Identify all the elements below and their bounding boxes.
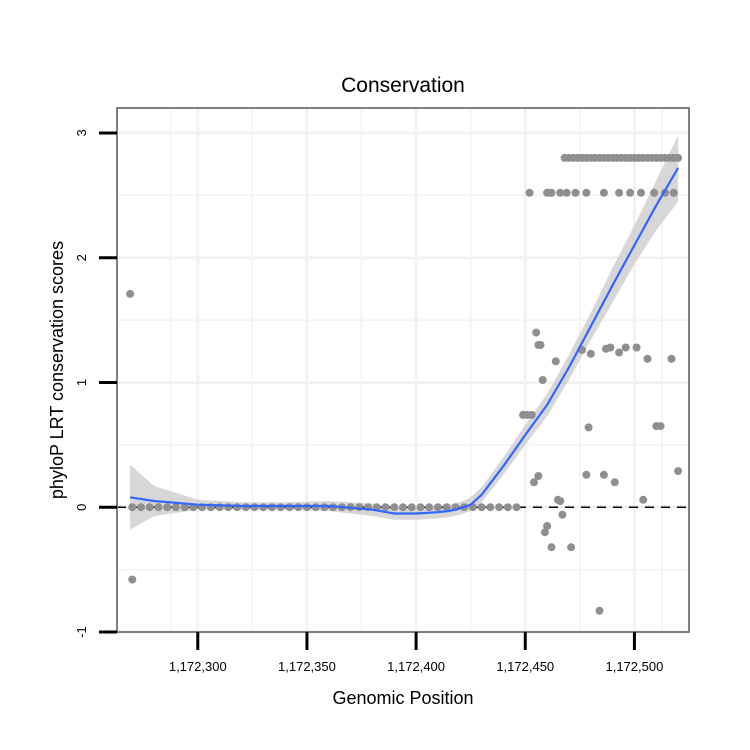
- data-point: [558, 510, 567, 519]
- data-point: [145, 503, 154, 512]
- data-point: [320, 503, 329, 512]
- data-point: [425, 503, 434, 512]
- data-point: [163, 503, 172, 512]
- data-point: [610, 478, 619, 487]
- data-point: [656, 422, 665, 431]
- data-point: [250, 503, 259, 512]
- data-point: [556, 188, 565, 197]
- data-point: [615, 348, 624, 357]
- data-point: [399, 503, 407, 512]
- data-point: [632, 343, 641, 352]
- data-point: [285, 503, 294, 512]
- data-point: [137, 503, 145, 512]
- data-point: [626, 188, 635, 197]
- data-point: [512, 503, 521, 512]
- data-point: [128, 503, 137, 512]
- data-point: [606, 343, 615, 352]
- data-point: [595, 606, 604, 615]
- data-point: [637, 188, 645, 197]
- data-point: [259, 503, 268, 512]
- data-point: [551, 357, 560, 366]
- data-point: [562, 188, 571, 197]
- x-axis-title: Genomic Position: [332, 688, 473, 708]
- data-point: [233, 503, 242, 512]
- chart-title: Conservation: [341, 74, 465, 97]
- data-point: [530, 478, 538, 487]
- data-point: [433, 503, 442, 512]
- y-tick-label: 2: [74, 254, 89, 261]
- data-point: [540, 528, 549, 537]
- data-point: [503, 503, 512, 512]
- data-point: [532, 328, 541, 337]
- x-tick-label: 1,172,300: [169, 659, 227, 674]
- data-point: [355, 503, 364, 512]
- y-tick-label: 1: [74, 379, 89, 386]
- x-tick-label: 1,172,500: [605, 659, 663, 674]
- y-tick-label: 0: [74, 504, 89, 511]
- data-point: [527, 410, 536, 419]
- data-point: [586, 349, 595, 358]
- x-tick-label: 1,172,450: [496, 659, 554, 674]
- data-point: [390, 503, 399, 512]
- data-point: [180, 503, 189, 512]
- data-point: [407, 503, 416, 512]
- confidence-band: [130, 135, 679, 530]
- data-point: [556, 497, 565, 505]
- axes: -1 0 1 2 3 1,172,300 1,172,350 1,172,400 1,172,4…: [74, 129, 663, 674]
- data-point: [567, 543, 576, 552]
- data-point: [538, 376, 547, 384]
- data-point: [547, 188, 556, 197]
- data-point: [294, 503, 303, 512]
- data-point: [571, 188, 580, 197]
- data-point: [582, 470, 591, 479]
- data-point: [667, 354, 676, 363]
- smooth-fit-line: [129, 167, 680, 515]
- data-point: [536, 341, 545, 349]
- data-point: [547, 543, 556, 552]
- data-point: [477, 503, 486, 512]
- y-axis-title: phyloP LRT conservation scores: [47, 241, 67, 499]
- data-point: [442, 503, 451, 512]
- data-point: [241, 503, 250, 512]
- data-point: [495, 503, 504, 512]
- data-point: [599, 188, 608, 197]
- data-point: [534, 472, 543, 480]
- confidence-band-layer: [130, 135, 679, 530]
- data-point: [486, 503, 495, 512]
- data-point: [669, 188, 678, 197]
- data-point: [416, 503, 425, 512]
- data-point: [268, 503, 276, 512]
- smooth-line-layer: [129, 167, 680, 515]
- data-point: [381, 503, 390, 512]
- data-point: [224, 503, 233, 512]
- data-point: [650, 188, 659, 197]
- data-point: [599, 470, 608, 479]
- data-point: [525, 188, 534, 197]
- data-point: [154, 503, 163, 512]
- grid: [117, 108, 689, 634]
- data-point: [543, 522, 552, 530]
- x-tick-label: 1,172,350: [278, 659, 336, 674]
- data-point: [674, 153, 683, 162]
- y-tick-label: 3: [74, 129, 89, 136]
- data-point: [674, 467, 683, 476]
- data-point: [639, 495, 648, 504]
- data-point: [276, 503, 285, 512]
- data-point: [311, 503, 320, 512]
- data-point: [126, 289, 135, 298]
- data-point: [621, 343, 630, 352]
- data-point: [582, 188, 591, 197]
- panel-border: [116, 107, 690, 633]
- data-point: [643, 354, 652, 363]
- data-point: [615, 188, 624, 197]
- points-layer: [126, 153, 683, 615]
- data-point: [128, 575, 137, 584]
- y-tick-label: -1: [74, 626, 89, 638]
- data-point: [584, 423, 593, 432]
- data-point: [171, 503, 180, 512]
- x-tick-label: 1,172,400: [387, 659, 445, 674]
- data-point: [302, 503, 311, 512]
